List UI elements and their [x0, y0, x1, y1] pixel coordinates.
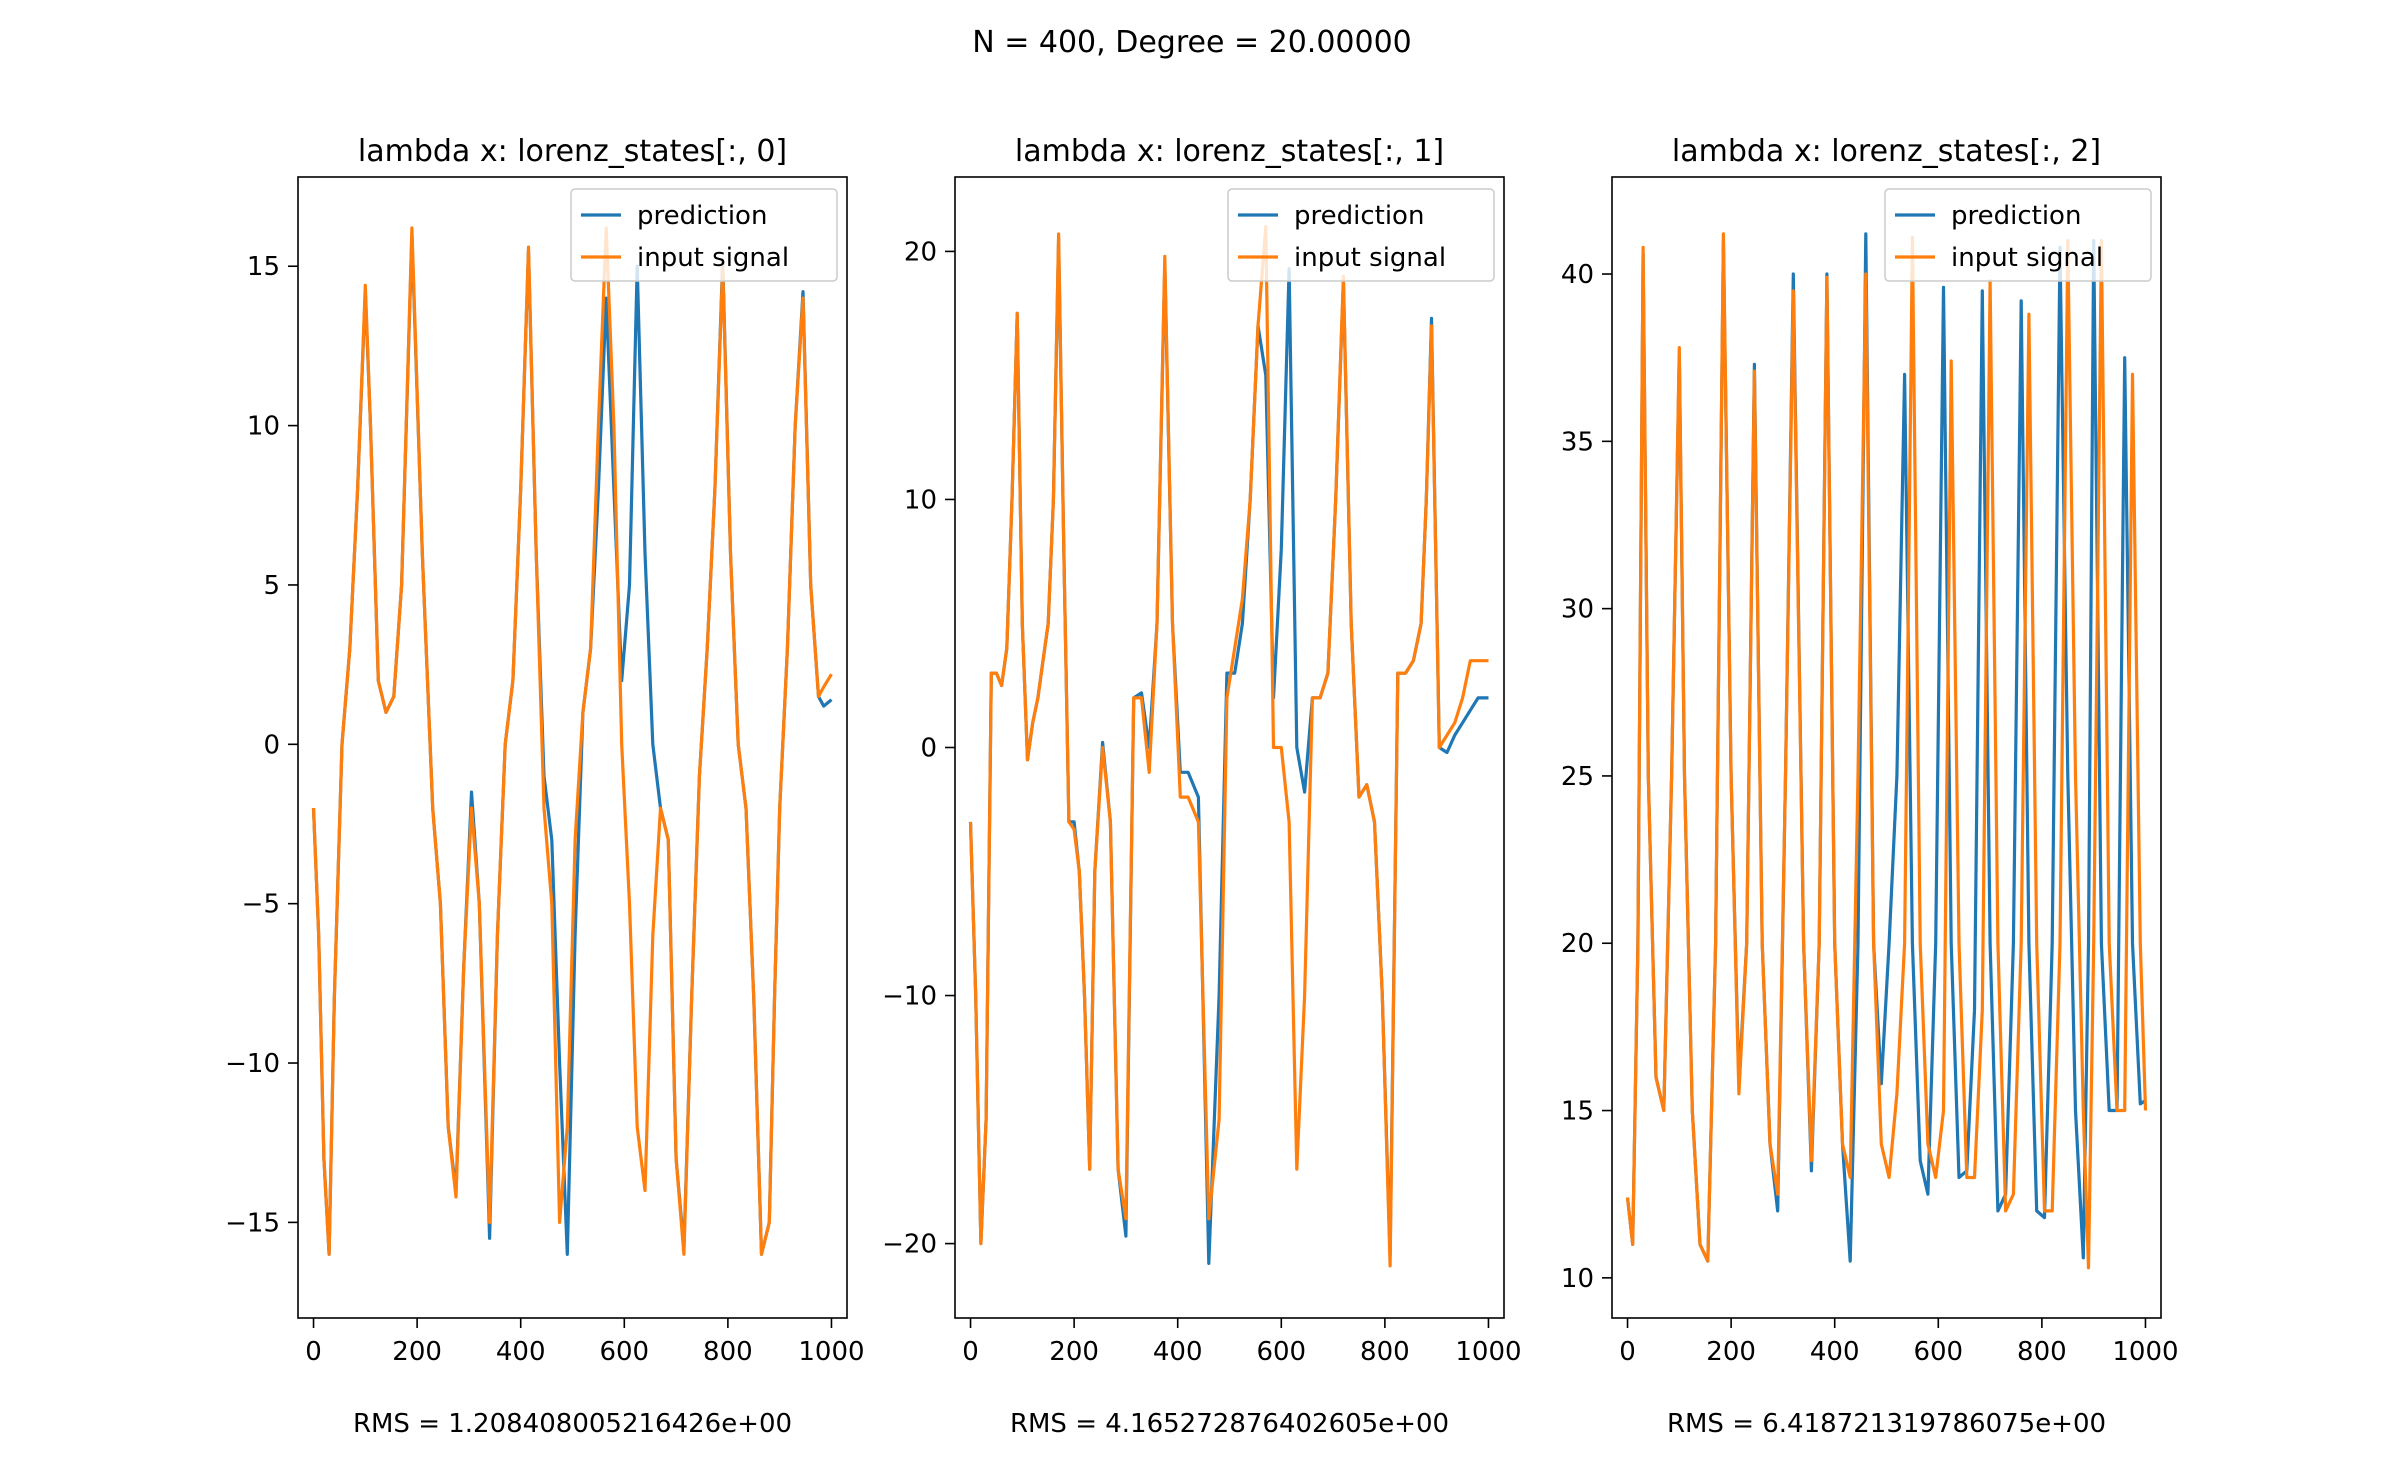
- y-tick-label: 10: [1561, 1264, 1594, 1294]
- x-tick-label: 800: [703, 1337, 753, 1367]
- axes-frame: [1611, 176, 2162, 1319]
- series-line-input-signal: [1625, 232, 2148, 1270]
- y-tick-label: 10: [904, 485, 937, 515]
- series-line-input-signal: [311, 226, 833, 1256]
- y-tick-label: −15: [225, 1208, 280, 1238]
- y-tick-label: 5: [263, 571, 280, 601]
- legend-label: input signal: [637, 243, 789, 273]
- subplot-title: lambda x: lorenz_states[:, 1]: [1015, 134, 1444, 169]
- subplot-title: lambda x: lorenz_states[:, 2]: [1672, 134, 2101, 169]
- legend-label: input signal: [1951, 243, 2103, 273]
- y-tick-label: −10: [225, 1049, 280, 1079]
- series-line-input-signal: [968, 225, 1489, 1268]
- figure-suptitle: N = 400, Degree = 20.00000: [972, 25, 1412, 60]
- y-tick-label: 10: [247, 412, 280, 442]
- y-tick-label: 25: [1561, 762, 1594, 792]
- legend-label: prediction: [637, 201, 767, 231]
- x-tick-label: 1000: [798, 1337, 864, 1367]
- y-tick-label: 15: [1561, 1097, 1594, 1127]
- x-tick-label: 200: [1049, 1337, 1099, 1367]
- legend-box: [1227, 188, 1495, 282]
- y-tick-label: −20: [882, 1230, 937, 1260]
- legend-box: [1884, 188, 2152, 282]
- x-tick-label: 800: [1360, 1337, 1410, 1367]
- x-tick-label: 0: [305, 1337, 322, 1367]
- x-tick-label: 200: [1706, 1337, 1756, 1367]
- x-tick-label: 0: [962, 1337, 979, 1367]
- x-tick-label: 600: [1913, 1337, 1963, 1367]
- subplot-title: lambda x: lorenz_states[:, 0]: [358, 134, 787, 169]
- legend-box: [570, 188, 838, 282]
- y-tick-label: 20: [904, 237, 937, 267]
- y-tick-label: 20: [1561, 929, 1594, 959]
- y-tick-label: 40: [1561, 260, 1594, 290]
- x-axis-label: RMS = 1.208408005216426e+00: [353, 1409, 792, 1439]
- x-tick-label: 1000: [2112, 1337, 2178, 1367]
- axes-frame: [297, 176, 848, 1319]
- y-tick-label: 35: [1561, 427, 1594, 457]
- x-tick-label: 200: [392, 1337, 442, 1367]
- x-tick-label: 600: [1256, 1337, 1306, 1367]
- subplot-grid: lambda x: lorenz_states[:, 0]0 200 400 600 8…: [225, 134, 2178, 1439]
- x-tick-label: 800: [2017, 1337, 2067, 1367]
- legend-label: input signal: [1294, 243, 1446, 273]
- subplot-3: lambda x: lorenz_states[:, 2] 0 200 400 600 8…: [1561, 134, 2179, 1439]
- x-tick-label: 400: [1153, 1337, 1203, 1367]
- x-axis-label: RMS = 4.165272876402605e+00: [1010, 1409, 1449, 1439]
- y-tick-label: −10: [882, 982, 937, 1012]
- x-tick-label: 400: [1810, 1337, 1860, 1367]
- subplot-1: lambda x: lorenz_states[:, 0] 0 200 400 600 8…: [225, 134, 864, 1439]
- legend: prediction input signal: [1884, 188, 2152, 282]
- legend: prediction input signal: [570, 188, 838, 282]
- y-tick-label: 0: [263, 730, 280, 760]
- y-tick-label: 0: [920, 734, 937, 764]
- legend-label: prediction: [1951, 201, 2081, 231]
- x-tick-label: 400: [496, 1337, 546, 1367]
- subplot-2: lambda x: lorenz_states[:, 1]0 200 400 600 8…: [882, 134, 1521, 1439]
- x-tick-label: 0: [1619, 1337, 1636, 1367]
- legend: prediction input signal: [1227, 188, 1495, 282]
- legend-label: prediction: [1294, 201, 1424, 231]
- y-tick-label: 15: [247, 252, 280, 282]
- x-tick-label: 1000: [1455, 1337, 1521, 1367]
- x-axis-label: RMS = 6.418721319786075e+00: [1667, 1409, 2106, 1439]
- y-tick-label: 30: [1561, 595, 1594, 625]
- x-tick-label: 600: [599, 1337, 649, 1367]
- y-tick-label: −5: [242, 890, 280, 920]
